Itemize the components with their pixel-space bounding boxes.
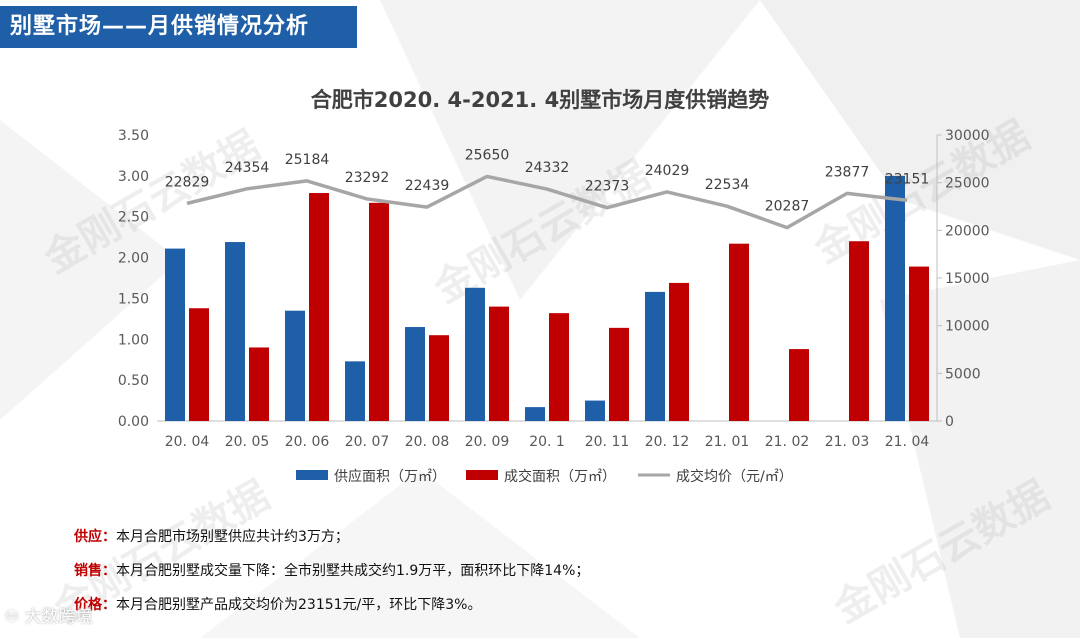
supply-bar: [285, 310, 305, 421]
x-axis-tick-label: 21. 01: [705, 434, 750, 450]
sales-bar: [369, 202, 389, 421]
legend-label: 成交均价（元/㎡）: [676, 468, 793, 485]
price-data-label: 22829: [165, 174, 210, 190]
x-axis-tick-label: 21. 02: [765, 434, 810, 450]
x-axis-tick-label: 20. 05: [225, 434, 270, 450]
note-sales: 销售：本月合肥别墅成交量下降：全市别墅共成交约1.9万平，面积环比下降14%；: [74, 558, 589, 592]
price-line: [186, 174, 908, 230]
left-axis-tick-label: 2.00: [118, 251, 149, 267]
legend-label: 供应面积（万㎡）: [334, 468, 446, 485]
right-axis-tick-label: 30000: [945, 128, 990, 144]
supply-bar: [465, 287, 485, 421]
x-axis-tick-label: 20. 04: [165, 434, 210, 450]
brand-logo: ♾ 大数跨境: [4, 602, 93, 627]
sales-bar: [489, 306, 509, 421]
note-key: 供应：: [74, 529, 116, 545]
note-price: 价格：本月合肥别墅产品成交均价为23151元/平，环比下降3%。: [74, 592, 589, 626]
note-key: 销售：: [74, 563, 116, 579]
x-axis-tick-label: 20. 07: [345, 434, 390, 450]
legend-swatch: [466, 470, 498, 480]
price-data-label: 23151: [885, 171, 930, 187]
price-data-label: 22534: [705, 177, 750, 193]
price-data-label: 24029: [645, 163, 690, 179]
note-supply: 供应：本月合肥市场别墅供应共计约3万方；: [74, 524, 589, 558]
price-data-label: 22373: [585, 179, 630, 195]
left-axis-tick-label: 2.50: [118, 210, 149, 226]
legend-label: 成交面积（万㎡）: [504, 468, 616, 485]
price-data-label: 24332: [525, 160, 570, 176]
supply-bar: [165, 248, 185, 421]
sales-bar: [669, 282, 689, 421]
sales-bar: [849, 241, 869, 421]
supply-bar: [405, 327, 425, 421]
x-axis-tick-label: 20. 1: [529, 434, 565, 450]
note-key: 价格：: [74, 597, 116, 613]
sales-bar: [789, 349, 809, 421]
note-text: 本月合肥别墅成交量下降：全市别墅共成交约1.9万平，面积环比下降14%；: [116, 563, 590, 579]
right-axis-tick-label: 10000: [945, 319, 990, 335]
legend-swatch: [296, 470, 328, 480]
x-axis-tick-label: 20. 11: [585, 434, 630, 450]
right-axis-tick-label: 5000: [945, 366, 981, 382]
price-data-label: 24354: [225, 160, 270, 176]
left-axis-tick-label: 1.50: [118, 291, 149, 307]
sales-bar: [729, 243, 749, 421]
right-axis-tick-label: 15000: [945, 271, 990, 287]
supply-bar: [345, 361, 365, 421]
x-axis-tick-label: 21. 03: [825, 434, 870, 450]
notes-section: 供应：本月合肥市场别墅供应共计约3万方； 销售：本月合肥别墅成交量下降：全市别墅…: [74, 524, 589, 626]
left-axis-tick-label: 0.00: [118, 414, 149, 430]
left-axis-tick-label: 3.00: [118, 169, 149, 185]
sales-bar: [189, 308, 209, 421]
price-data-label: 23877: [825, 164, 870, 180]
price-data-label: 25184: [285, 152, 330, 168]
x-axis-tick-label: 20. 08: [405, 434, 450, 450]
price-data-label: 22439: [405, 178, 450, 194]
logo-text: 大数跨境: [24, 607, 93, 627]
note-text: 本月合肥别墅产品成交均价为23151元/平，环比下降3%。: [116, 597, 482, 613]
chart-canvas: 0.00 0.50 1.00 1.50 2.00 2.50 3.00 3.50 0 5000 100…: [118, 128, 990, 485]
logo-icon: ♾: [4, 607, 20, 627]
left-axis-tick-label: 3.50: [118, 128, 149, 144]
supply-bar: [885, 175, 905, 421]
right-axis-tick-label: 0: [945, 414, 954, 430]
sales-bar: [309, 193, 329, 421]
price-data-label: 25650: [465, 147, 510, 163]
page-title-banner: 别墅市场——月供销情况分析: [0, 6, 357, 48]
supply-bar: [585, 400, 605, 421]
sales-bar: [249, 347, 269, 421]
supply-bar: [225, 242, 245, 421]
price-data-label: 23292: [345, 170, 390, 186]
supply-bar: [525, 407, 545, 421]
right-axis-tick-label: 25000: [945, 176, 990, 192]
right-axis-tick-label: 20000: [945, 223, 990, 239]
chart-title: 合肥市2020. 4-2021. 4别墅市场月度供销趋势: [310, 88, 770, 112]
x-axis-tick-label: 20. 09: [465, 434, 510, 450]
price-data-label: 20287: [765, 199, 810, 215]
sales-bar: [609, 327, 629, 421]
supply-bar: [645, 291, 665, 421]
left-axis-tick-label: 0.50: [118, 373, 149, 389]
sales-bar: [549, 313, 569, 421]
x-axis-tick-label: 20. 06: [285, 434, 330, 450]
sales-bar: [429, 335, 449, 421]
sales-bar: [909, 266, 929, 421]
x-axis-tick-label: 20. 12: [645, 434, 690, 450]
left-axis-tick-label: 1.00: [118, 332, 149, 348]
note-text: 本月合肥市场别墅供应共计约3万方；: [116, 529, 349, 545]
x-axis-tick-label: 21. 04: [885, 434, 930, 450]
